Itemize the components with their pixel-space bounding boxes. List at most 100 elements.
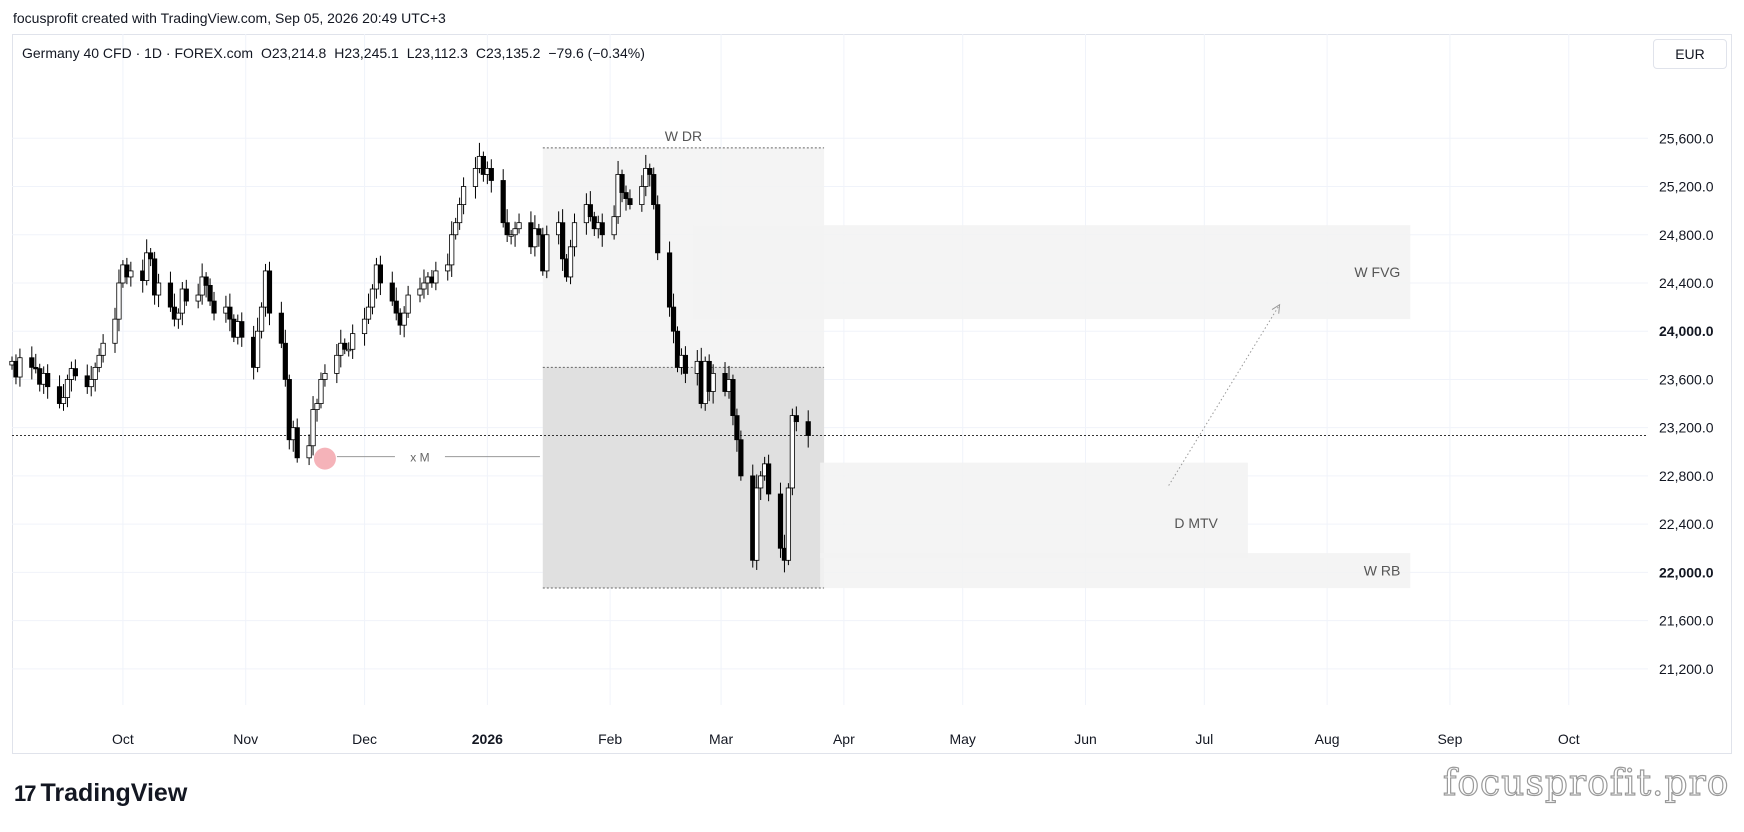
y-tick-label: 22,800.0 — [1659, 468, 1714, 484]
arrow-head — [1271, 303, 1281, 314]
candle-body — [472, 168, 479, 187]
change-value: −79.6 (−0.34%) — [548, 45, 645, 61]
x-tick-label: Dec — [352, 731, 377, 747]
candle-body — [405, 294, 411, 314]
tradingview-logo-text: TradingView — [40, 779, 188, 807]
candle-body — [516, 222, 522, 230]
candle-body — [60, 397, 67, 404]
candle-body — [393, 300, 399, 314]
symbol-info: Germany 40 CFD · 1D · FOREX.com O23,214.… — [22, 45, 649, 61]
candle-body — [433, 270, 439, 284]
candle-body — [72, 368, 78, 377]
candle-body — [45, 373, 51, 388]
candle-body — [488, 168, 494, 181]
candle-body — [758, 475, 764, 489]
candle-body — [587, 204, 593, 218]
candle-body — [643, 168, 649, 187]
candle-body — [421, 282, 427, 290]
x-tick-label: Jun — [1074, 731, 1097, 747]
candle-body — [148, 252, 154, 260]
candle-body — [306, 445, 312, 459]
symbol-name[interactable]: Germany 40 CFD · 1D · FOREX.com — [22, 45, 254, 61]
y-tick-label: 24,000.0 — [1659, 323, 1714, 339]
candle-body — [544, 234, 550, 272]
candle-body — [647, 168, 653, 175]
candle-body — [207, 284, 213, 302]
y-tick-label: 24,400.0 — [1659, 275, 1714, 291]
candle-body — [286, 379, 292, 441]
x-tick-label: Oct — [1558, 731, 1580, 747]
candle-body — [377, 264, 383, 284]
candle-body — [710, 373, 716, 392]
x-tick-label: Apr — [833, 731, 855, 747]
open-value: O23,214.8 — [260, 45, 327, 61]
candle-body — [627, 198, 633, 206]
candle-body — [567, 246, 574, 278]
y-tick-label: 25,600.0 — [1659, 130, 1714, 146]
annotation-label: x M — [410, 451, 429, 465]
low-value: L23,112.3 — [406, 45, 468, 61]
candle-body — [619, 174, 625, 193]
candle-body — [401, 312, 407, 326]
candle-body — [453, 222, 459, 236]
x-tick-label: Oct — [112, 731, 134, 747]
candle-body — [92, 366, 98, 380]
candle-body — [615, 174, 621, 218]
candle-body — [318, 379, 324, 404]
x-tick-label: 2026 — [472, 731, 503, 747]
tradingview-logo[interactable]: 17 TradingView — [14, 779, 187, 808]
x-tick-label: Aug — [1315, 731, 1340, 747]
candle-body — [508, 234, 514, 237]
candle-body — [56, 386, 63, 404]
candle-body — [532, 228, 538, 248]
candle-body — [64, 379, 71, 398]
candle-body — [361, 318, 368, 335]
candles — [9, 142, 811, 573]
candle-body — [777, 493, 784, 549]
candle-body — [651, 174, 657, 206]
candle-body — [96, 354, 102, 368]
candle-body — [175, 312, 181, 320]
candle-body — [623, 192, 629, 199]
candle-body — [282, 342, 288, 380]
y-tick-label: 22,400.0 — [1659, 516, 1714, 532]
zone-label: D MTV — [1174, 515, 1218, 531]
y-tick-label: 21,600.0 — [1659, 613, 1714, 629]
candle-body — [500, 180, 506, 224]
tradingview-logo-icon: 17 — [14, 780, 37, 806]
candle-body — [33, 366, 39, 370]
candle-body — [389, 282, 395, 302]
candle-body — [639, 186, 645, 206]
candle-body — [195, 294, 201, 302]
candle-body — [674, 330, 681, 368]
candle-body — [670, 306, 677, 332]
candle-body — [571, 222, 578, 248]
projection-arrow — [1168, 304, 1281, 486]
currency-button[interactable]: EUR — [1653, 39, 1727, 69]
candle-body — [183, 288, 189, 302]
zone-rect — [693, 225, 1411, 320]
zone-label: W DR — [665, 128, 702, 144]
candle-body — [211, 300, 217, 314]
candle-body — [322, 373, 328, 380]
candle-body — [369, 288, 376, 308]
candle-body — [682, 354, 689, 374]
x-tick-label: May — [949, 731, 975, 747]
candle-body — [445, 264, 451, 272]
candle-body — [310, 409, 316, 447]
x-tick-label: Nov — [233, 731, 258, 747]
candle-body — [560, 222, 566, 260]
candle-body — [805, 421, 811, 436]
candle-body — [144, 252, 150, 281]
candle-body — [766, 463, 772, 495]
candle-body — [730, 379, 736, 417]
candle-body — [738, 439, 744, 477]
y-axis: 21,200.0 21,600.0 22,000.0 22,400.0 22,800.0… — [1659, 130, 1714, 677]
candle-body — [785, 487, 792, 561]
candle-body — [314, 403, 320, 410]
y-tick-label: 25,200.0 — [1659, 179, 1714, 195]
candle-body — [167, 282, 174, 308]
zone-rect — [820, 553, 1411, 589]
candle-body — [203, 276, 209, 286]
